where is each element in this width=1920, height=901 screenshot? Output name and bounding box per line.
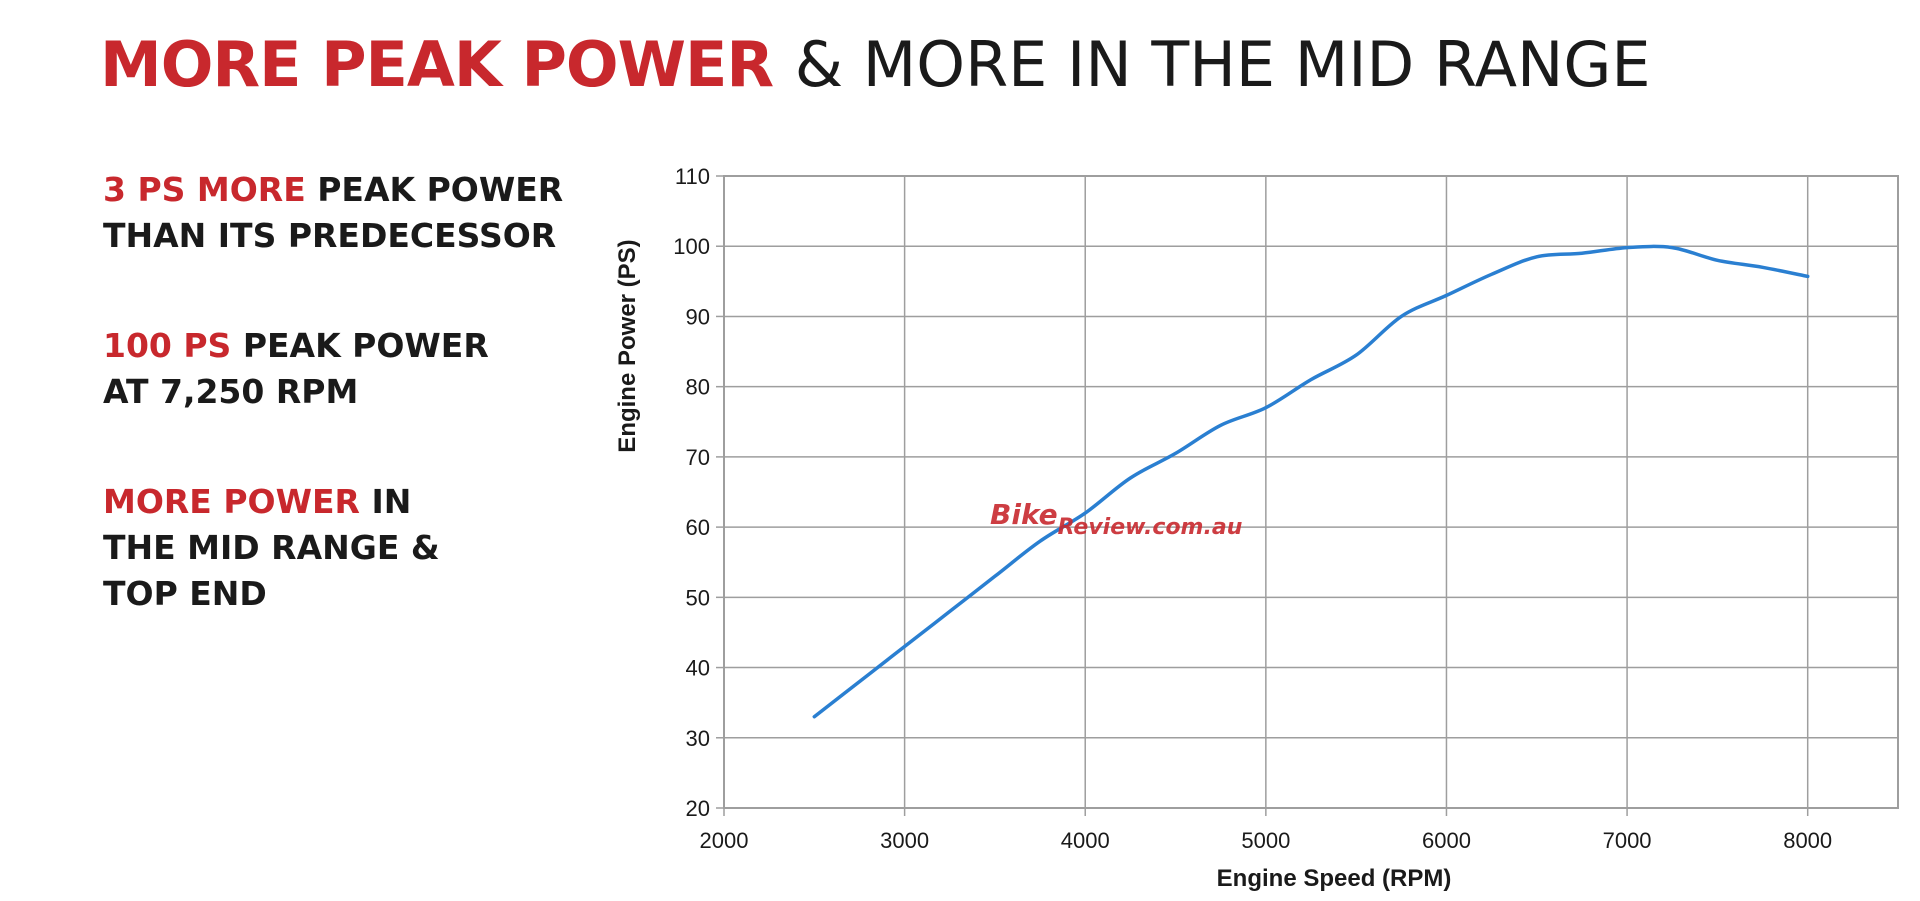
fact-text: PEAK POWER <box>242 326 489 365</box>
fact-peak-power-gain: 3 PS MORE PEAK POWER THAN ITS PREDECESSO… <box>103 167 563 259</box>
fact-text: THAN ITS PREDECESSOR <box>103 216 557 255</box>
fact-highlight: 3 PS MORE <box>103 170 306 209</box>
fact-mid-range: MORE POWER IN THE MID RANGE & TOP END <box>103 479 440 617</box>
fact-text: TOP END <box>103 574 267 613</box>
fact-text: THE MID RANGE & <box>103 528 440 567</box>
x-tick-label: 5000 <box>1241 828 1290 853</box>
y-axis-label: Engine Power (PS) <box>614 239 641 452</box>
y-tick-label: 100 <box>673 234 710 259</box>
x-tick-label: 7000 <box>1603 828 1652 853</box>
headline: MORE PEAK POWER & MORE IN THE MID RANGE <box>100 22 1651 108</box>
headline-red: MORE PEAK POWER <box>100 28 774 101</box>
y-tick-label: 110 <box>675 164 710 189</box>
fact-highlight: MORE POWER <box>103 482 360 521</box>
y-tick-label: 60 <box>686 515 710 540</box>
y-tick-label: 70 <box>686 445 710 470</box>
y-axis-ticks: 20 30 40 50 60 70 80 90 100 110 <box>673 164 710 821</box>
chart-grid <box>716 175 1898 816</box>
x-axis-ticks: 2000 3000 4000 5000 6000 7000 8000 <box>700 828 1833 853</box>
fact-text: AT 7,250 RPM <box>103 372 359 411</box>
y-tick-label: 40 <box>686 656 710 681</box>
x-tick-label: 8000 <box>1783 828 1832 853</box>
y-tick-label: 30 <box>686 726 710 751</box>
chart-frame <box>723 175 1899 809</box>
fact-text: IN <box>371 482 412 521</box>
x-axis-label: Engine Speed (RPM) <box>1217 865 1452 892</box>
fact-text: PEAK POWER <box>317 170 564 209</box>
fact-highlight: 100 PS <box>103 326 232 365</box>
engine-power-line <box>812 244 1810 719</box>
y-tick-label: 80 <box>686 375 710 400</box>
plot-border <box>723 175 1899 809</box>
y-tick-label: 90 <box>686 304 710 329</box>
fact-peak-power: 100 PS PEAK POWER AT 7,250 RPM <box>103 323 489 415</box>
chart-series <box>812 244 1810 719</box>
y-tick-label: 20 <box>686 796 710 821</box>
y-tick-label: 50 <box>686 585 710 610</box>
headline-dark: & MORE IN THE MID RANGE <box>794 28 1651 101</box>
x-tick-label: 3000 <box>880 828 929 853</box>
x-tick-label: 4000 <box>1061 828 1110 853</box>
x-tick-label: 2000 <box>700 828 749 853</box>
x-tick-label: 6000 <box>1422 828 1471 853</box>
